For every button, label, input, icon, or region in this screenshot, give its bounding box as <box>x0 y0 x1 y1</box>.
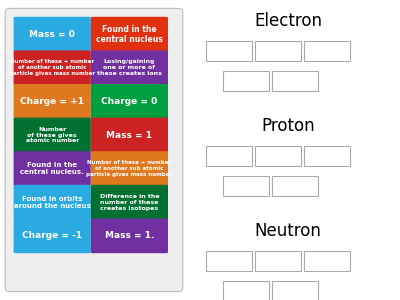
Text: Charge = -1: Charge = -1 <box>22 231 82 240</box>
FancyBboxPatch shape <box>14 218 91 253</box>
FancyBboxPatch shape <box>91 185 168 220</box>
Text: Electron: Electron <box>254 12 322 30</box>
Bar <box>255 251 301 271</box>
Text: Number
of these gives
atomic number: Number of these gives atomic number <box>26 127 79 143</box>
Text: Mass = 1: Mass = 1 <box>106 130 152 140</box>
FancyBboxPatch shape <box>91 118 168 152</box>
FancyBboxPatch shape <box>14 118 91 152</box>
FancyBboxPatch shape <box>91 218 168 253</box>
Text: Charge = 0: Charge = 0 <box>101 97 158 106</box>
Text: Found in the
central nucleus.: Found in the central nucleus. <box>20 162 84 175</box>
Bar <box>304 251 350 271</box>
Bar <box>206 41 252 61</box>
Bar <box>223 71 269 91</box>
Text: Found in orbits
around the nucleus: Found in orbits around the nucleus <box>14 196 91 209</box>
Text: Losing/gaining
one or more of
these creates ions: Losing/gaining one or more of these crea… <box>97 59 162 76</box>
Bar <box>255 146 301 166</box>
Text: Proton: Proton <box>261 117 315 135</box>
Bar <box>255 41 301 61</box>
Bar <box>223 281 269 300</box>
Bar <box>206 146 252 166</box>
Text: Number of these + number
of another sub atomic
particle gives mass number: Number of these + number of another sub … <box>9 59 95 76</box>
Bar <box>272 71 318 91</box>
Text: Charge = +1: Charge = +1 <box>20 97 84 106</box>
FancyBboxPatch shape <box>91 17 168 52</box>
FancyBboxPatch shape <box>14 185 91 220</box>
Text: Mass = 1.: Mass = 1. <box>105 231 154 240</box>
Bar <box>272 176 318 196</box>
FancyBboxPatch shape <box>14 50 91 85</box>
Text: Difference in the
number of these
creates isotopes: Difference in the number of these create… <box>100 194 159 211</box>
Bar <box>304 146 350 166</box>
Bar <box>206 251 252 271</box>
FancyBboxPatch shape <box>14 17 91 52</box>
FancyBboxPatch shape <box>91 84 168 119</box>
Text: Number of these + number
of another sub atomic
particle gives mass number: Number of these + number of another sub … <box>86 160 172 177</box>
Bar <box>223 176 269 196</box>
Bar <box>304 41 350 61</box>
FancyBboxPatch shape <box>14 84 91 119</box>
Text: Mass = 0: Mass = 0 <box>29 30 75 39</box>
FancyBboxPatch shape <box>91 151 168 186</box>
Text: Found in the
central nucleus: Found in the central nucleus <box>96 25 163 44</box>
FancyBboxPatch shape <box>91 50 168 85</box>
Text: Neutron: Neutron <box>254 222 322 240</box>
FancyBboxPatch shape <box>14 151 91 186</box>
FancyBboxPatch shape <box>5 8 183 292</box>
Bar <box>272 281 318 300</box>
